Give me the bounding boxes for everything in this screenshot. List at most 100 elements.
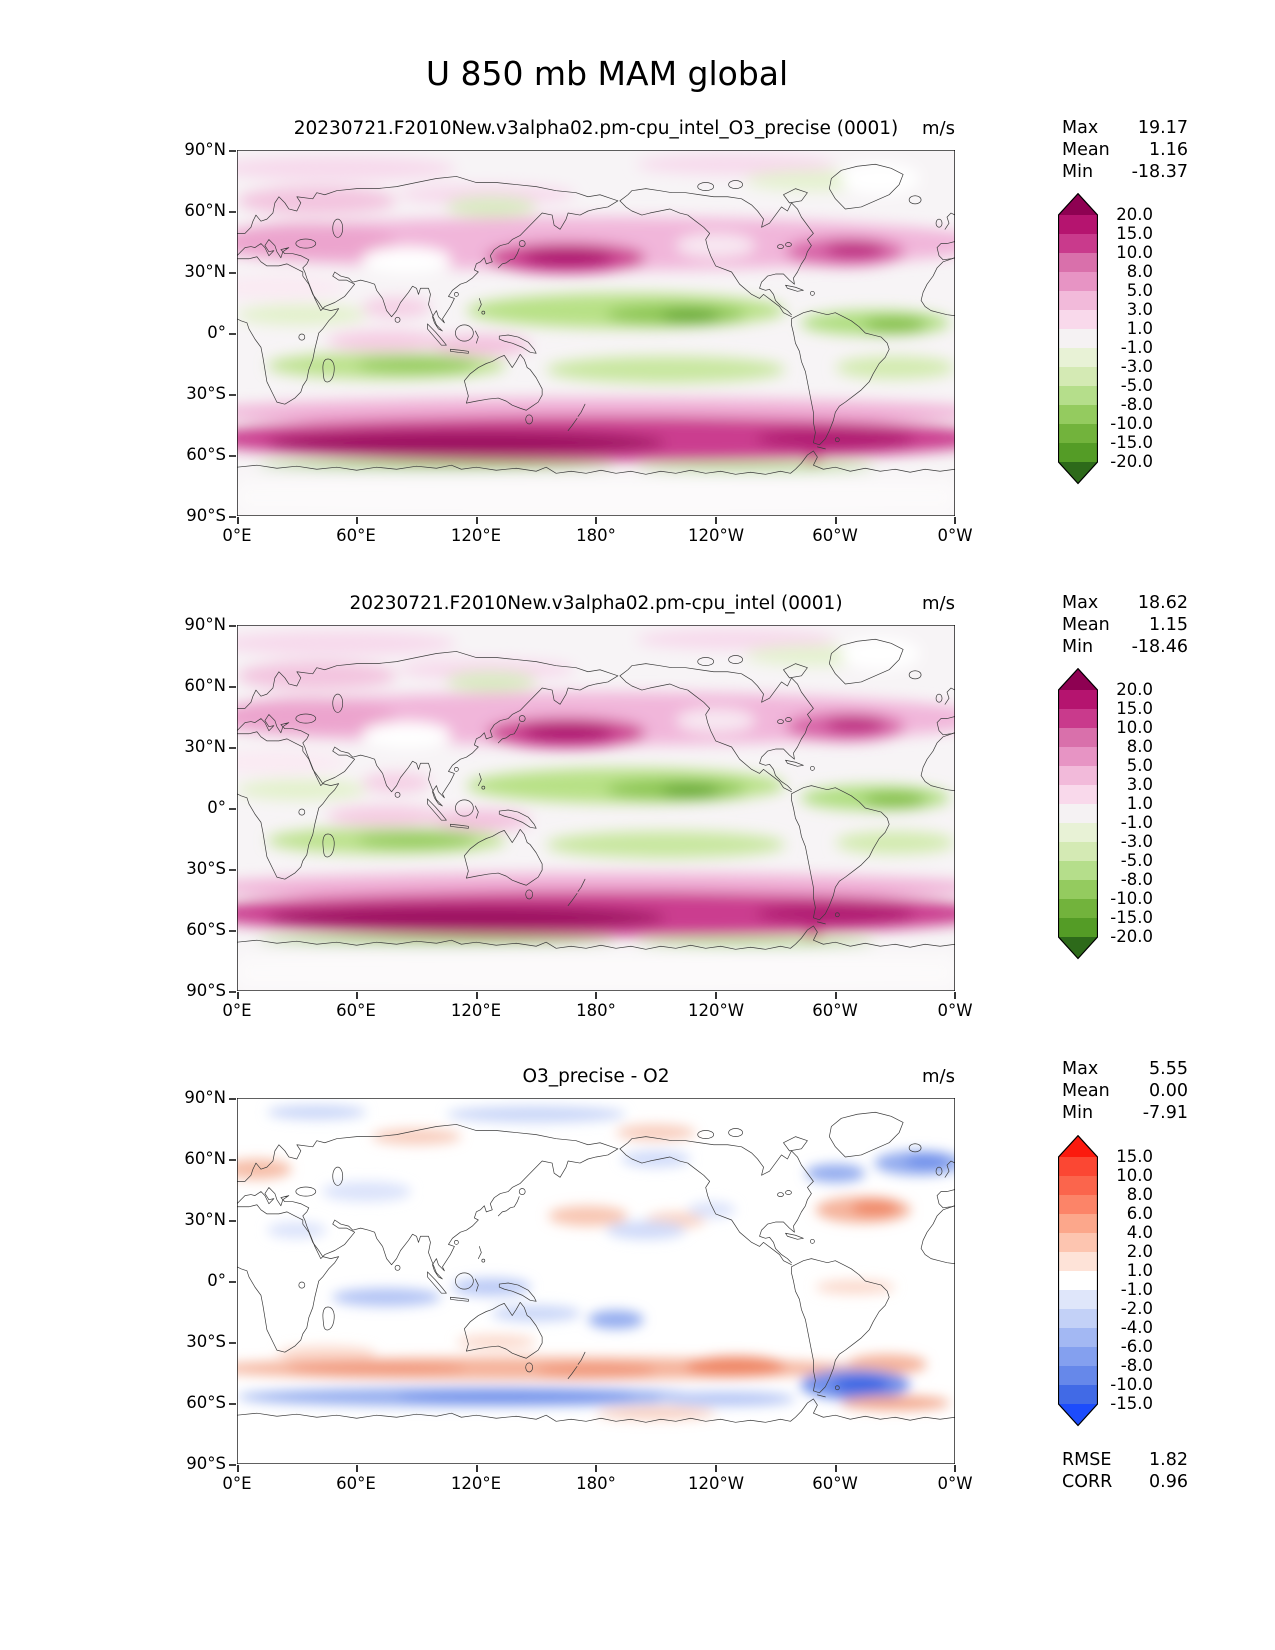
colorbar-tick: -10.0 [1110, 1375, 1153, 1394]
colorbar-tick: -15.0 [1110, 908, 1153, 927]
colorbar-tick: 5.0 [1126, 756, 1153, 775]
lon-tick-label: 180° [576, 1001, 616, 1020]
colorbar-tick: -10.0 [1110, 414, 1153, 433]
colorbar-tick: -3.0 [1120, 357, 1153, 376]
colorbar [1058, 1135, 1098, 1427]
lon-tick-label: 60°E [336, 1474, 376, 1493]
panel-reference-model: 20230721.F2010New.v3alpha02.pm-cpu_intel… [0, 583, 1275, 1053]
colorbar-tick: 20.0 [1116, 680, 1153, 699]
lat-ticks [229, 150, 236, 518]
lat-tick-label: 90°S [186, 506, 226, 525]
lon-tick-label: 0°W [937, 526, 973, 545]
stat-max-value: 5.55 [1149, 1059, 1188, 1079]
corr-label: CORR [1062, 1472, 1113, 1492]
colorbar-tick: -4.0 [1120, 1318, 1153, 1337]
lat-tick-label: 90°S [186, 1454, 226, 1473]
stat-min-label: Min [1062, 1103, 1094, 1123]
panel-title: 20230721.F2010New.v3alpha02.pm-cpu_intel… [293, 118, 899, 139]
colorbar-tick: 3.0 [1126, 775, 1153, 794]
lat-tick-label: 60°N [184, 676, 226, 695]
map-canvas [237, 625, 955, 991]
lat-tick-label: 30°N [184, 1210, 226, 1229]
lat-tick-label: 90°S [186, 981, 226, 1000]
stat-min-label: Min [1062, 162, 1094, 182]
stat-min-value: -18.46 [1131, 637, 1188, 657]
stat-min-label: Min [1062, 637, 1094, 657]
stat-min-value: -18.37 [1131, 162, 1188, 182]
lon-tick-label: 0°E [222, 526, 252, 545]
colorbar-tick: 8.0 [1126, 1185, 1153, 1204]
colorbar-tick: 8.0 [1126, 737, 1153, 756]
stat-max-label: Max [1062, 1059, 1099, 1079]
colorbar-tick: 15.0 [1116, 1147, 1153, 1166]
lat-ticks [229, 625, 236, 993]
lon-tick-label: 120°E [450, 1474, 502, 1493]
lon-tick-label: 180° [576, 526, 616, 545]
lon-tick-label: 120°W [687, 526, 745, 545]
units-label: m/s [922, 118, 955, 139]
lat-tick-label: 60°S [186, 445, 226, 464]
lat-tick-label: 60°S [186, 1393, 226, 1412]
stat-max-label: Max [1062, 593, 1099, 613]
stat-max-label: Max [1062, 118, 1099, 138]
units-label: m/s [922, 1066, 955, 1087]
colorbar-outline [1058, 193, 1098, 485]
panel-title: 20230721.F2010New.v3alpha02.pm-cpu_intel… [349, 593, 843, 614]
colorbar-tick: 1.0 [1126, 319, 1153, 338]
colorbar-labels: 20.0 15.0 10.0 8.0 5.0 3.0 1.0 -1.0 -3.0… [1085, 205, 1153, 471]
lon-tick-label: 120°W [687, 1001, 745, 1020]
figure-title: U 850 mb MAM global [425, 54, 789, 93]
panel-difference: O3_precise - O2 m/s Max 5.55 Mean 0.00 Min… [0, 1056, 1275, 1526]
lon-tick-label: 60°W [812, 1474, 858, 1493]
lat-tick-label: 0° [207, 1271, 226, 1290]
stat-mean-label: Mean [1062, 140, 1110, 160]
lon-tick-label: 120°W [687, 1474, 745, 1493]
colorbar [1058, 193, 1098, 485]
stats-block: Max 18.62 Mean 1.15 Min -18.46 [1062, 592, 1188, 658]
colorbar-tick: -20.0 [1110, 452, 1153, 471]
stat-min-value: -7.91 [1142, 1103, 1188, 1123]
stat-mean-label: Mean [1062, 1081, 1110, 1101]
stat-mean-value: 0.00 [1149, 1081, 1188, 1101]
colorbar-tick: -3.0 [1120, 832, 1153, 851]
lat-ticks [229, 1098, 236, 1466]
colorbar-labels: 20.0 15.0 10.0 8.0 5.0 3.0 1.0 -1.0 -3.0… [1085, 680, 1153, 946]
lon-tick-label: 180° [576, 1474, 616, 1493]
stat-max-value: 18.62 [1137, 593, 1188, 613]
colorbar-tick: 1.0 [1126, 794, 1153, 813]
units-label: m/s [922, 593, 955, 614]
colorbar-outline [1058, 1135, 1098, 1427]
wind-field [237, 625, 955, 991]
stat-mean-label: Mean [1062, 615, 1110, 635]
colorbar-tick: -6.0 [1120, 1337, 1153, 1356]
colorbar-tick: 10.0 [1116, 718, 1153, 737]
colorbar-tick: -15.0 [1110, 433, 1153, 452]
colorbar-tick: -2.0 [1120, 1299, 1153, 1318]
colorbar-tick: -15.0 [1110, 1394, 1153, 1413]
stats-block: Max 5.55 Mean 0.00 Min -7.91 [1062, 1058, 1188, 1124]
colorbar-labels: 15.0 10.0 8.0 6.0 4.0 2.0 1.0 -1.0 -2.0 … [1085, 1147, 1153, 1413]
lon-tick-label: 0°E [222, 1474, 252, 1493]
stat-max-value: 19.17 [1137, 118, 1188, 138]
colorbar-tick: -1.0 [1120, 813, 1153, 832]
lon-tick-label: 60°W [812, 1001, 858, 1020]
lat-tick-label: 30°S [186, 1332, 226, 1351]
lon-ticks [237, 992, 956, 999]
colorbar-tick: 3.0 [1126, 300, 1153, 319]
lat-tick-label: 90°N [184, 140, 226, 159]
lat-tick-label: 30°S [186, 384, 226, 403]
colorbar-tick: 1.0 [1126, 1261, 1153, 1280]
lon-tick-label: 60°E [336, 526, 376, 545]
lat-tick-label: 0° [207, 323, 226, 342]
rmse-label: RMSE [1062, 1450, 1112, 1470]
colorbar-outline [1058, 668, 1098, 960]
difference-field [237, 1098, 955, 1464]
lat-tick-label: 30°N [184, 737, 226, 756]
colorbar-tick: -8.0 [1120, 395, 1153, 414]
colorbar-tick: 20.0 [1116, 205, 1153, 224]
colorbar-tick: -10.0 [1110, 889, 1153, 908]
map-canvas [237, 150, 955, 516]
lat-tick-label: 30°N [184, 262, 226, 281]
lon-tick-label: 0°E [222, 1001, 252, 1020]
colorbar-tick: -1.0 [1120, 1280, 1153, 1299]
